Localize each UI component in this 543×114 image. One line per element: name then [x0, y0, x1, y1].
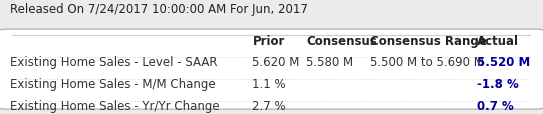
- Text: 5.520 M: 5.520 M: [477, 56, 530, 69]
- Text: 0.7 %: 0.7 %: [477, 99, 514, 112]
- Text: Actual: Actual: [477, 34, 519, 47]
- Text: Consensus: Consensus: [306, 34, 377, 47]
- Text: Existing Home Sales - M/M Change: Existing Home Sales - M/M Change: [10, 78, 215, 91]
- Text: Released On 7/24/2017 10:00:00 AM For Jun, 2017: Released On 7/24/2017 10:00:00 AM For Ju…: [10, 3, 307, 16]
- Text: Existing Home Sales - Level - SAAR: Existing Home Sales - Level - SAAR: [10, 56, 217, 69]
- Text: -1.8 %: -1.8 %: [477, 78, 519, 91]
- Text: 2.7 %: 2.7 %: [252, 99, 286, 112]
- Text: Consensus Range: Consensus Range: [370, 34, 487, 47]
- Text: 1.1 %: 1.1 %: [252, 78, 286, 91]
- Text: Existing Home Sales - Yr/Yr Change: Existing Home Sales - Yr/Yr Change: [10, 99, 219, 112]
- Text: 5.580 M: 5.580 M: [306, 56, 353, 69]
- Text: 5.500 M to 5.690 M: 5.500 M to 5.690 M: [370, 56, 484, 69]
- FancyBboxPatch shape: [0, 30, 543, 109]
- Text: Prior: Prior: [252, 34, 285, 47]
- Text: 5.620 M: 5.620 M: [252, 56, 300, 69]
